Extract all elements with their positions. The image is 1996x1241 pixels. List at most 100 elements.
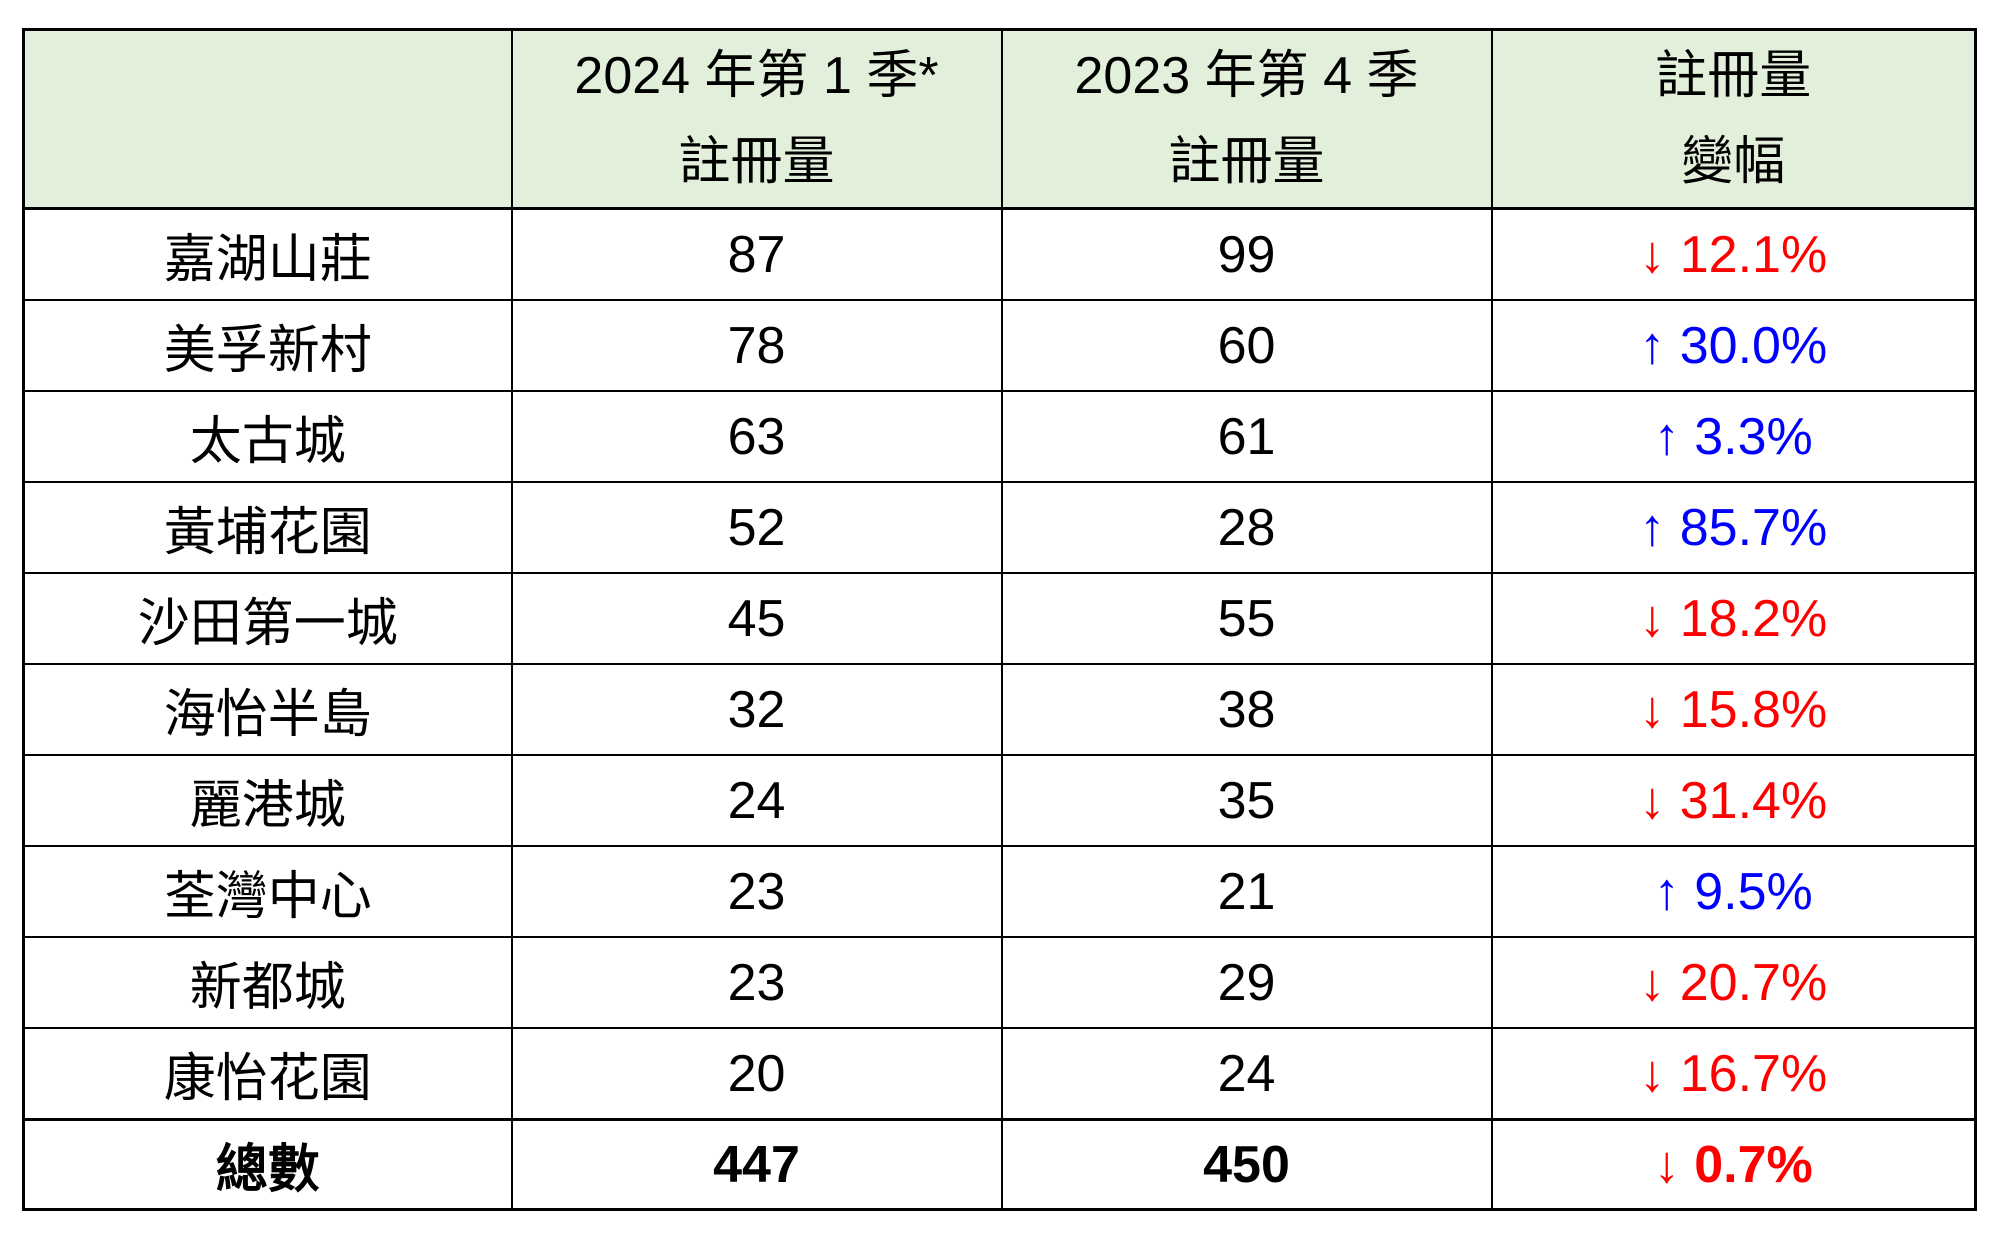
q4-2023-value: 60: [1217, 316, 1276, 375]
estate-name-cell: 荃灣中心: [22, 845, 513, 938]
registrations-table: 2024 年第 1 季* 註冊量 2023 年第 4 季 註冊量 註冊量 變幅 …: [22, 28, 1977, 1211]
change-value: ↑ 85.7%: [1639, 498, 1828, 557]
q4-2023-cell: 99: [1000, 207, 1493, 301]
q4-2023-value: 55: [1217, 589, 1276, 648]
change-cell: ↓ 31.4%: [1490, 754, 1977, 847]
table-row: 黃埔花園 52 28 ↑ 85.7%: [22, 481, 1977, 574]
q1-2024-value: 24: [727, 771, 786, 830]
table-row: 美孚新村 78 60 ↑ 30.0%: [22, 299, 1977, 392]
change-cell: ↑ 9.5%: [1490, 845, 1977, 938]
totals-q1-2024-cell: 447: [510, 1118, 1003, 1211]
estate-name: 新都城: [189, 959, 346, 1017]
header-row: 2024 年第 1 季* 註冊量 2023 年第 4 季 註冊量 註冊量 變幅: [22, 28, 1977, 210]
change-cell: ↓ 15.8%: [1490, 663, 1977, 756]
change-value: ↓ 20.7%: [1639, 953, 1828, 1012]
q4-2023-cell: 29: [1000, 936, 1493, 1029]
table-row: 沙田第一城 45 55 ↓ 18.2%: [22, 572, 1977, 665]
estate-name-cell: 黃埔花園: [22, 481, 513, 574]
change-value: ↓ 16.7%: [1639, 1044, 1828, 1103]
estate-name: 海怡半島: [163, 686, 372, 744]
header-2023-q4: 2023 年第 4 季 註冊量: [1000, 28, 1493, 210]
q1-2024-value: 45: [727, 589, 786, 648]
estate-name: 太古城: [189, 413, 346, 471]
estate-name-cell: 沙田第一城: [22, 572, 513, 665]
estate-name-cell: 嘉湖山莊: [22, 207, 513, 301]
table-row: 太古城 63 61 ↑ 3.3%: [22, 390, 1977, 483]
q4-2023-value: 35: [1217, 771, 1276, 830]
estate-name-cell: 康怡花園: [22, 1027, 513, 1121]
totals-q4-2023-value: 450: [1203, 1135, 1290, 1194]
q4-2023-value: 38: [1217, 680, 1276, 739]
q1-2024-value: 23: [727, 862, 786, 921]
totals-row: 總數 447 450 ↓ 0.7%: [22, 1118, 1977, 1211]
q4-2023-value: 28: [1217, 498, 1276, 557]
change-cell: ↓ 20.7%: [1490, 936, 1977, 1029]
header-line2: 註冊量: [678, 133, 835, 191]
change-value: ↑ 3.3%: [1653, 407, 1813, 466]
change-cell: ↑ 3.3%: [1490, 390, 1977, 483]
change-value: ↓ 31.4%: [1639, 771, 1828, 830]
change-cell: ↓ 12.1%: [1490, 207, 1977, 301]
q1-2024-cell: 45: [510, 572, 1003, 665]
q1-2024-cell: 32: [510, 663, 1003, 756]
q4-2023-cell: 24: [1000, 1027, 1493, 1121]
q4-2023-value: 29: [1217, 953, 1276, 1012]
q1-2024-cell: 20: [510, 1027, 1003, 1121]
table-row: 荃灣中心 23 21 ↑ 9.5%: [22, 845, 1977, 938]
estate-name: 沙田第一城: [137, 595, 398, 653]
q4-2023-value: 99: [1217, 225, 1276, 284]
change-value: ↓ 18.2%: [1639, 589, 1828, 648]
header-change: 註冊量 變幅: [1490, 28, 1977, 210]
q1-2024-value: 20: [727, 1044, 786, 1103]
estate-name-cell: 麗港城: [22, 754, 513, 847]
header-line1: 註冊量: [1655, 47, 1812, 105]
q4-2023-cell: 28: [1000, 481, 1493, 574]
q4-2023-value: 21: [1217, 862, 1276, 921]
q4-2023-cell: 35: [1000, 754, 1493, 847]
estate-name-cell: 新都城: [22, 936, 513, 1029]
totals-q1-2024-value: 447: [713, 1135, 800, 1194]
header-line1: 2023 年第 4 季: [1074, 47, 1419, 105]
q1-2024-cell: 78: [510, 299, 1003, 392]
q1-2024-value: 23: [727, 953, 786, 1012]
q4-2023-cell: 38: [1000, 663, 1493, 756]
q1-2024-cell: 23: [510, 936, 1003, 1029]
change-value: ↓ 15.8%: [1639, 680, 1828, 739]
q4-2023-value: 24: [1217, 1044, 1276, 1103]
q1-2024-cell: 24: [510, 754, 1003, 847]
table-row: 新都城 23 29 ↓ 20.7%: [22, 936, 1977, 1029]
q4-2023-value: 61: [1217, 407, 1276, 466]
header-estate-blank: [22, 28, 513, 210]
estate-name: 康怡花園: [163, 1050, 372, 1108]
change-cell: ↓ 18.2%: [1490, 572, 1977, 665]
table-row: 嘉湖山莊 87 99 ↓ 12.1%: [22, 207, 1977, 301]
q1-2024-cell: 63: [510, 390, 1003, 483]
q1-2024-value: 87: [727, 225, 786, 284]
change-cell: ↑ 85.7%: [1490, 481, 1977, 574]
change-cell: ↑ 30.0%: [1490, 299, 1977, 392]
header-line2: 變幅: [1681, 133, 1786, 191]
header-line2: 註冊量: [1168, 133, 1325, 191]
header-line1: 2024 年第 1 季*: [574, 47, 939, 105]
q1-2024-cell: 87: [510, 207, 1003, 301]
q1-2024-cell: 23: [510, 845, 1003, 938]
q1-2024-value: 78: [727, 316, 786, 375]
estate-name: 美孚新村: [163, 322, 372, 380]
change-value: ↑ 30.0%: [1639, 316, 1828, 375]
totals-change-value: ↓ 0.7%: [1653, 1135, 1813, 1194]
estate-name-cell: 美孚新村: [22, 299, 513, 392]
q1-2024-value: 32: [727, 680, 786, 739]
table-row: 麗港城 24 35 ↓ 31.4%: [22, 754, 1977, 847]
q4-2023-cell: 60: [1000, 299, 1493, 392]
q1-2024-value: 63: [727, 407, 786, 466]
q4-2023-cell: 61: [1000, 390, 1493, 483]
change-cell: ↓ 16.7%: [1490, 1027, 1977, 1121]
totals-label: 總數: [215, 1141, 320, 1199]
estate-name-cell: 海怡半島: [22, 663, 513, 756]
change-value: ↑ 9.5%: [1653, 862, 1813, 921]
estate-name: 麗港城: [189, 777, 346, 835]
estate-name: 荃灣中心: [163, 868, 372, 926]
estate-name-cell: 太古城: [22, 390, 513, 483]
change-value: ↓ 12.1%: [1639, 225, 1828, 284]
q4-2023-cell: 55: [1000, 572, 1493, 665]
